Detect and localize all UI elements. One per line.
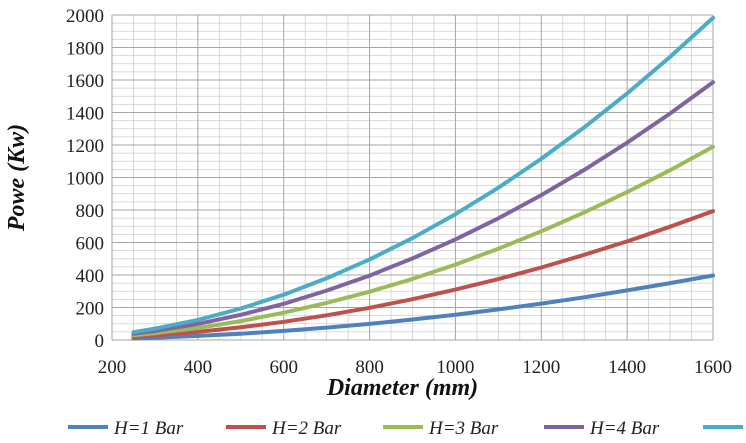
y-axis-title: Powe (Kw) [4,124,30,232]
y-tick-label: 1600 [66,71,104,92]
y-tick-label: 0 [95,331,105,352]
x-tick-label: 1000 [436,357,474,378]
y-tick-label: 1000 [66,169,104,190]
legend-label: H=3 Bar [428,418,499,439]
y-tick-label: 800 [76,201,105,222]
legend-label: H=4 Bar [589,418,660,439]
series-line-h-2-bar [131,209,715,339]
x-tick-label: 200 [98,357,127,378]
x-tick-label: 400 [184,357,213,378]
series-line-h-4-bar [131,80,715,336]
y-tick-label: 1800 [66,39,104,60]
series-line-h-3-bar [131,144,715,338]
y-tick-label: 1200 [66,136,104,157]
x-tick-label: 1200 [522,357,560,378]
series-line-h-1-bar [131,273,715,341]
legend-label: H=1 Bar [113,418,184,439]
y-tick-label: 200 [76,299,105,320]
legend-label: H=2 Bar [271,418,342,439]
tick-labels: 0 200 400 600 800 1000 1200 1400 1600 1800 2000 200… [66,6,732,378]
series-line-h-5-bar [131,15,715,335]
x-tick-label: 1400 [608,357,646,378]
y-tick-label: 400 [76,266,105,287]
x-tick-label: 800 [355,357,384,378]
x-tick-label: 600 [269,357,298,378]
y-tick-label: 2000 [66,6,104,27]
x-tick-label: 1600 [694,357,732,378]
y-tick-label: 600 [76,234,105,255]
series-lines [131,15,715,341]
x-axis-title: Diameter (mm) [326,375,478,401]
y-tick-label: 1400 [66,104,104,125]
